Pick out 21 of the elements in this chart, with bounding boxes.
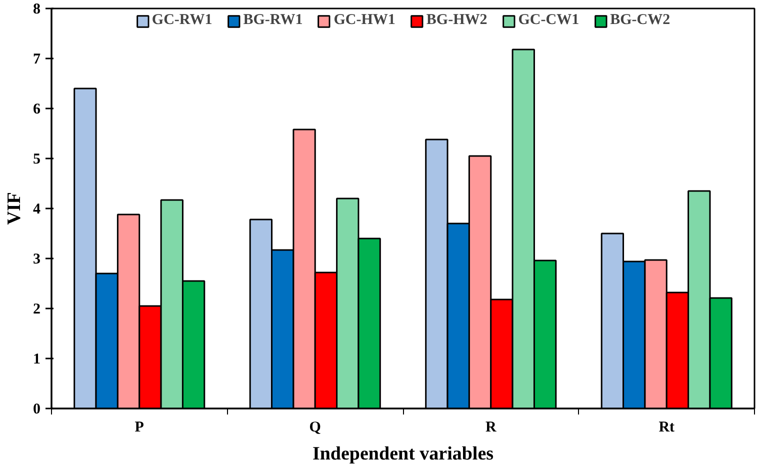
y-tick-label: 0 (33, 402, 40, 418)
y-tick-label: 1 (33, 352, 40, 368)
x-tick-label: Rt (658, 420, 675, 436)
x-tick-label: R (485, 420, 496, 436)
legend-label: GC-RW1 (152, 12, 212, 29)
y-axis-title: VIF (4, 192, 25, 225)
y-tick-label: 7 (33, 52, 41, 68)
legend-label: BG-RW1 (243, 12, 303, 29)
x-tick-label: Q (309, 420, 322, 436)
y-tick-label: 6 (33, 102, 41, 118)
x-tick-label: P (134, 420, 144, 436)
legend-label: BG-CW2 (610, 12, 670, 29)
y-tick-label: 8 (33, 2, 40, 18)
y-tick-label: 5 (33, 152, 40, 168)
legend-label: GC-HW1 (334, 12, 396, 29)
legend-label: BG-HW2 (426, 12, 488, 29)
y-tick-label: 3 (33, 252, 40, 268)
x-axis-title: Independent variables (312, 444, 494, 464)
legend-label: GC-CW1 (518, 12, 580, 29)
y-tick-label: 4 (33, 202, 41, 218)
y-tick-label: 2 (33, 302, 40, 318)
